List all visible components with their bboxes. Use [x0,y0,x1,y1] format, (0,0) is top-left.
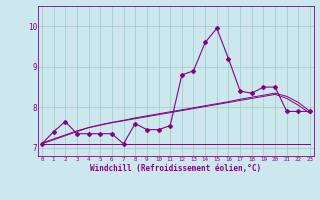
X-axis label: Windchill (Refroidissement éolien,°C): Windchill (Refroidissement éolien,°C) [91,164,261,173]
